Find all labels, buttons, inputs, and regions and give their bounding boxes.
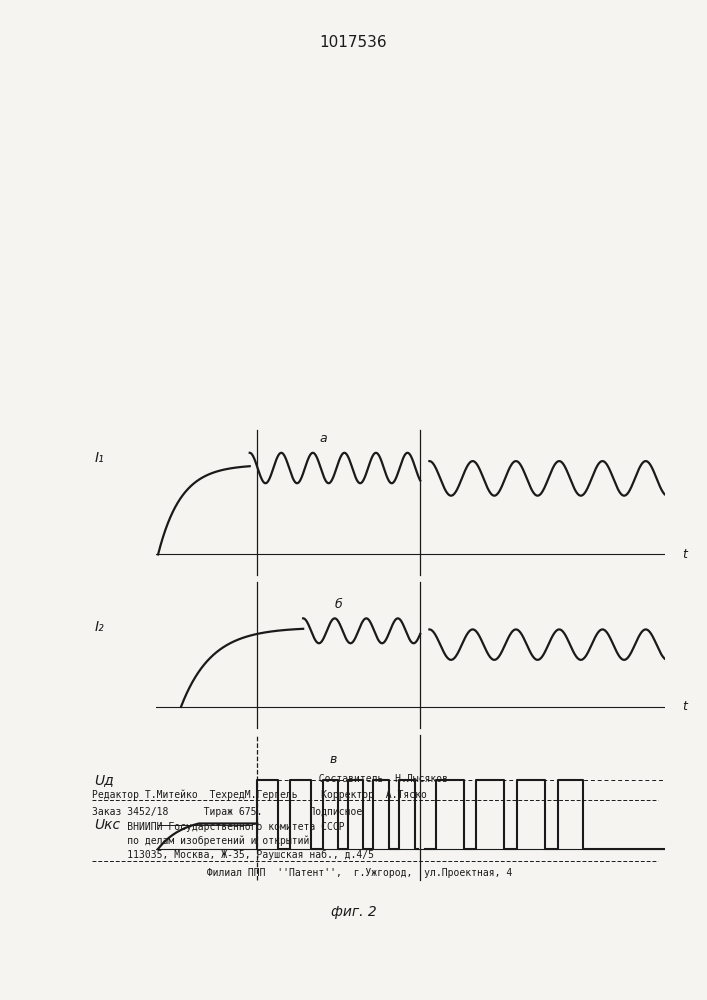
Text: ВНИИПИ Государственного комитета СССР: ВНИИПИ Государственного комитета СССР: [92, 822, 344, 832]
Text: a: a: [320, 432, 327, 445]
Text: t: t: [682, 700, 687, 713]
Text: по делам изобретений и открытий: по делам изобретений и открытий: [92, 836, 309, 846]
Text: фиг. 2: фиг. 2: [331, 905, 376, 919]
Text: Составитель  Н.Лысяков: Составитель Н.Лысяков: [259, 774, 448, 784]
Text: 113035, Москва, Ж-35, Раушская наб., д.4/5: 113035, Москва, Ж-35, Раушская наб., д.4…: [92, 850, 374, 860]
Text: Uкс: Uкс: [95, 818, 121, 832]
Text: Заказ 3452/18      Тираж 675.        Подписное: Заказ 3452/18 Тираж 675. Подписное: [92, 807, 362, 817]
Text: I₁: I₁: [95, 451, 104, 465]
Text: I₂: I₂: [95, 620, 104, 634]
Text: t: t: [682, 548, 687, 561]
Text: 1017536: 1017536: [320, 35, 387, 50]
Text: Uд: Uд: [95, 773, 115, 787]
Text: Филиал ППП  ''Патент'',  г.Ужгород,  ул.Проектная, 4: Филиал ППП ''Патент'', г.Ужгород, ул.Про…: [195, 868, 512, 878]
Text: б: б: [335, 598, 343, 611]
Text: в: в: [330, 753, 337, 766]
Text: Редактор Т.Митейко  ТехредМ.Гергель    Корректор  А.Тяско: Редактор Т.Митейко ТехредМ.Гергель Корре…: [92, 790, 427, 800]
